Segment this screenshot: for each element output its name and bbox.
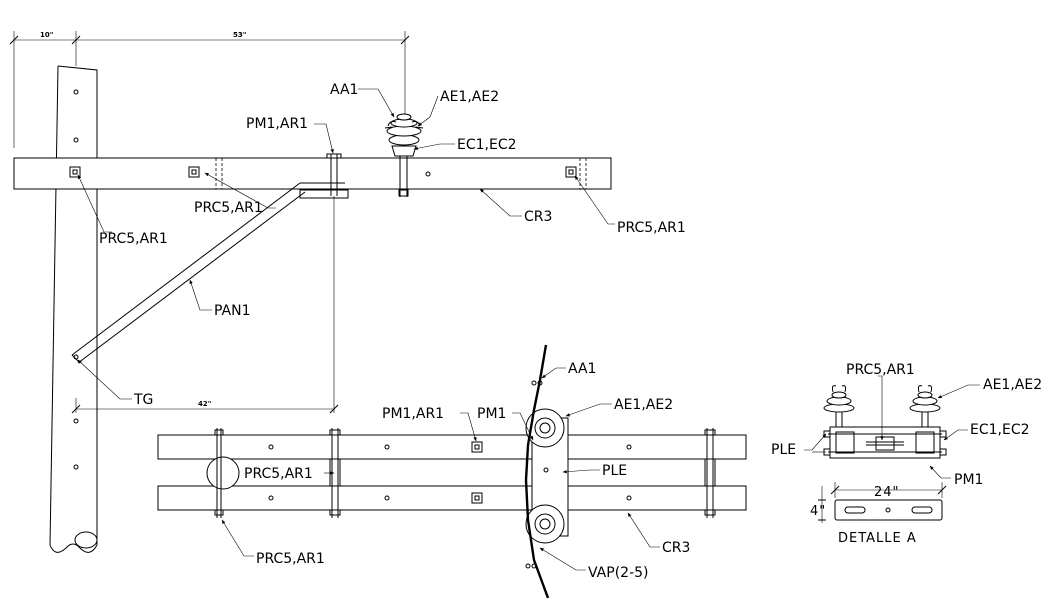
top-leaders	[77, 88, 615, 400]
label-tg: TG	[133, 392, 153, 408]
dim-detail-height: 4"	[810, 504, 826, 519]
label-pan1: PAN1	[214, 303, 251, 319]
label-aa1-bottom: AA1	[568, 361, 596, 377]
label-ae1-ae2-bottom: AE1,AE2	[614, 397, 673, 413]
bottom-pin-plate	[524, 344, 569, 599]
detail-plate	[818, 482, 947, 523]
label-pm1-bottom: PM1	[477, 406, 506, 422]
label-aa1-top: AA1	[330, 82, 358, 98]
dim-brace: 42"	[198, 400, 211, 408]
detail-leaders	[804, 375, 980, 479]
dim-top-left: 10"	[40, 31, 53, 39]
label-ae1-ae2-top: AE1,AE2	[440, 89, 499, 105]
label-prc5-ar1-between: PRC5,AR1	[244, 466, 313, 482]
detail-insulators	[823, 385, 941, 427]
label-prc5-ar1-left: PRC5,AR1	[99, 231, 168, 247]
label-cr3-bottom: CR3	[662, 540, 690, 556]
label-prc5-ar1-right: PRC5,AR1	[617, 220, 686, 236]
top-crossarm	[13, 157, 612, 190]
label-ple-bottom: PLE	[602, 463, 627, 479]
brace-dimension	[71, 196, 339, 414]
label-pm1-ar1-bottom: PM1,AR1	[382, 406, 444, 422]
pole	[49, 65, 98, 553]
label-cr3-top: CR3	[524, 209, 552, 225]
angle-brace	[71, 182, 349, 364]
label-pm1-detail: PM1	[954, 472, 983, 488]
detail-title: DETALLE A	[838, 531, 917, 546]
detail-a	[823, 426, 947, 459]
bottom-crossarms	[157, 434, 747, 511]
top-washers	[69, 166, 577, 178]
label-ec1-ec2-top: EC1,EC2	[457, 137, 517, 153]
label-prc5-ar1-bottom: PRC5,AR1	[256, 551, 325, 567]
label-pm1-ar1-top: PM1,AR1	[246, 116, 308, 132]
top-insulator	[384, 113, 424, 157]
dim-detail-width: 24"	[874, 485, 900, 500]
label-prc5-ar1-mid: PRC5,AR1	[194, 200, 263, 216]
label-ae1-ae2-detail: AE1,AE2	[983, 377, 1042, 393]
label-vap: VAP(2-5)	[588, 565, 649, 581]
top-dimension-lines	[9, 31, 410, 148]
bottom-leaders	[221, 367, 660, 571]
label-prc5-ar1-detail: PRC5,AR1	[846, 362, 915, 378]
label-ec1-ec2-detail: EC1,EC2	[970, 422, 1030, 438]
label-ple-detail: PLE	[771, 442, 796, 458]
dim-top-right: 53"	[233, 31, 246, 39]
